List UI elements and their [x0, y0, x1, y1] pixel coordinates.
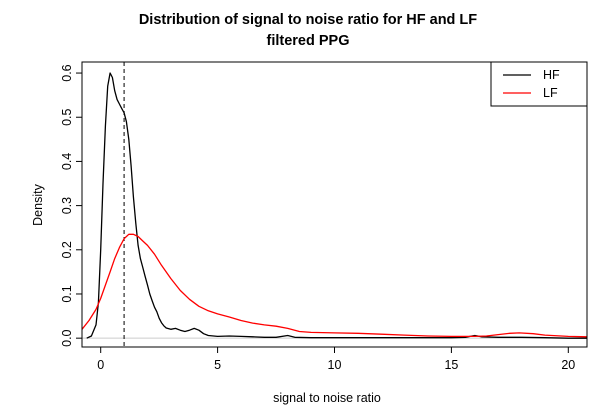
x-tick-label: 10: [328, 358, 342, 372]
y-tick-label: 0.0: [60, 329, 74, 346]
y-tick-label: 0.2: [60, 241, 74, 258]
legend-label-lf: LF: [543, 86, 558, 100]
chart-title-line1: Distribution of signal to noise ratio fo…: [139, 12, 477, 28]
x-axis-label: signal to noise ratio: [273, 391, 381, 405]
x-axis: 0 5 10 15 20: [97, 346, 575, 372]
x-tick-label: 20: [561, 358, 575, 372]
y-axis-label: Density: [31, 183, 45, 225]
y-tick-label: 0.4: [60, 153, 74, 170]
y-tick-label: 0.6: [60, 64, 74, 81]
series-lf-line: [82, 233, 587, 338]
y-axis: 0.0 0.1 0.2 0.3 0.4 0.5 0.6: [60, 64, 83, 347]
y-tick-label: 0.3: [60, 197, 74, 214]
series-hf-line: [86, 72, 587, 339]
legend-label-hf: HF: [543, 68, 560, 82]
y-tick-label: 0.5: [60, 109, 74, 126]
plot-area: [82, 62, 587, 347]
chart-title-line2: filtered PPG: [267, 33, 350, 49]
x-tick-label: 5: [214, 358, 221, 372]
legend-box: [490, 61, 588, 107]
legend: HF LF: [490, 61, 588, 107]
x-tick-label: 15: [444, 358, 458, 372]
x-tick-label: 0: [97, 358, 104, 372]
y-tick-label: 0.1: [60, 285, 74, 302]
